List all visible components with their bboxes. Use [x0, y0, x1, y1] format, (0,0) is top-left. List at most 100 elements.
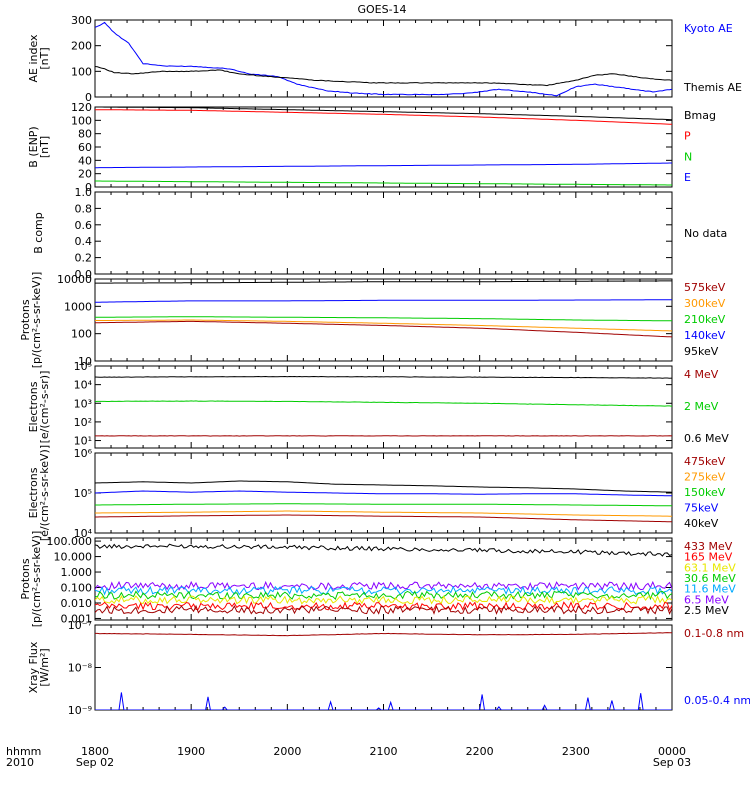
series-electrons2-150kev [95, 503, 672, 507]
series-protons1-210kev [95, 316, 672, 322]
series-benp-bmag [95, 107, 672, 121]
ylabel-line: [p/(cm²-s-sr-keV)] [30, 531, 43, 628]
ytick-label: 10⁻⁹ [68, 704, 92, 717]
series-benp-n [95, 180, 672, 186]
ylabel-line: [p/(cm²-s-sr-keV)] [30, 272, 43, 369]
panel-xray: 10⁻⁹ 10⁻⁸ 10⁻⁷ Xray Flux[W/m²] 0.1-0.8 nm 0.0… [27, 619, 750, 717]
ytick-label: 300 [71, 14, 92, 27]
legend-140kev: 140keV [684, 329, 726, 342]
legend-63-1-mev: 63.1 MeV [684, 561, 736, 574]
legend-themis-ae: Themis AE [683, 81, 742, 94]
ylabel: AE index[nT] [27, 34, 51, 83]
series-electrons2-40kev [95, 480, 672, 493]
ytick-label: 1000 [64, 300, 92, 313]
legend-6-5-mev: 6.5 MeV [684, 593, 729, 606]
ytick-label: 200 [71, 40, 92, 53]
ylabel-line: [nT] [38, 47, 51, 69]
ytick-label: 120 [71, 101, 92, 114]
ytick-label: 20 [78, 168, 92, 181]
ytick-label: 100 [71, 65, 92, 78]
ytick-label: 0.001 [61, 612, 93, 625]
ytick-label: 0.010 [61, 597, 93, 610]
ytick-label: 10.000 [54, 551, 93, 564]
ylabel-line: [e/(cm²-s-sr)] [38, 371, 51, 444]
series-protons2-433-mev [95, 604, 672, 615]
ytick-label: 40 [78, 154, 92, 167]
legend-p: P [684, 130, 691, 143]
xtick-label-time: 2100 [370, 745, 398, 758]
series-benp-e [95, 162, 672, 169]
ylabel-line: AE index [27, 34, 40, 83]
ylabel: Xray Flux[W/m²] [27, 641, 51, 693]
ytick-label: 10 [78, 355, 92, 368]
xtick-label-date: Sep 03 [653, 756, 691, 769]
panel-protons2: 0.001 0.010 0.100 1.000 10.000 100.000 Protons… [19, 531, 736, 628]
ytick-label: 10¹ [74, 435, 92, 448]
xtick-label-time: 2200 [466, 745, 494, 758]
panel-electrons2: 10⁴ 10⁵ 10⁶ Electrons[e/(cm²-s-sr-keV)] 475k… [27, 445, 726, 541]
ylabel-line: Electrons [27, 381, 40, 432]
legend-2-5-mev: 2.5 MeV [684, 604, 729, 617]
ytick-label: 10³ [74, 397, 92, 410]
ytick-label: 10⁻⁷ [68, 619, 92, 632]
time-axis-label-hhmm: hhmm [6, 745, 41, 758]
series-benp-p [95, 109, 672, 125]
panel-frame [94, 624, 673, 711]
ytick-label: 80 [78, 128, 92, 141]
time-axis-label-year: 2010 [6, 756, 34, 769]
series-protons2-6-5-mev [95, 580, 672, 591]
panel-ae: 0 100 200 300 AE index[nT] Kyoto AE Themis AE [27, 14, 742, 104]
xtick-label-time: 1900 [177, 745, 205, 758]
xtick-label-time: 2000 [273, 745, 301, 758]
ytick-label: 10⁶ [74, 447, 93, 460]
panel-frame [94, 106, 673, 188]
ylabel-line: [nT] [38, 136, 51, 158]
ytick-label: 0 [85, 181, 92, 194]
legend-150kev: 150keV [684, 486, 726, 499]
panel-frame [94, 191, 673, 275]
ytick-label: 100.000 [47, 535, 93, 548]
legend-no-data: No data [684, 227, 727, 240]
ylabel: Electrons[e/(cm²-s-sr-keV)] [27, 445, 51, 541]
xtick-label-date: Sep 02 [76, 756, 114, 769]
xtick-label-time: 1800 [81, 745, 109, 758]
series-ae-themis-ae [95, 66, 672, 87]
panel-protons1: 10 100 1000 10000 Protons[p/(cm²-s-sr-keV)] 5… [19, 272, 726, 369]
ylabel-line: B comp [32, 212, 45, 254]
ytick-label: 0.8 [75, 202, 93, 215]
xtick-label-time: 0000 [658, 745, 686, 758]
series-protons1-140kev [95, 299, 672, 303]
legend-2-mev: 2 MeV [684, 400, 719, 413]
ytick-label: 10⁴ [74, 379, 93, 392]
legend-75kev: 75keV [684, 502, 719, 515]
ytick-label: 0.0 [75, 268, 93, 281]
series-protons2-63-1-mev [95, 594, 672, 605]
panel-frame [94, 452, 673, 534]
series-electrons1-2-mev [95, 400, 672, 407]
ytick-label: 10⁵ [74, 487, 92, 500]
series-protons2-30-6-mev [95, 590, 672, 601]
ytick-label: 0 [85, 91, 92, 104]
ytick-label: 0.2 [75, 252, 93, 265]
ytick-label: 100 [71, 114, 92, 127]
legend-n: N [684, 150, 692, 163]
ytick-label: 0.6 [75, 219, 93, 232]
chart-title: GOES-14 [357, 3, 406, 16]
ytick-label: 60 [78, 141, 92, 154]
ylabel-line: Xray Flux [27, 641, 40, 693]
legend-475kev: 475keV [684, 455, 726, 468]
ylabel-line: Protons [19, 299, 32, 340]
legend-95kev: 95keV [684, 345, 719, 358]
legend-210kev: 210keV [684, 313, 726, 326]
ytick-label: 10⁵ [74, 360, 92, 373]
ylabel-line: B (ENP) [27, 126, 40, 167]
xtick-label-time: 2300 [562, 745, 590, 758]
ytick-label: 1.0 [75, 186, 93, 199]
ytick-label: 0.4 [75, 235, 93, 248]
legend-bmag: Bmag [684, 109, 716, 122]
panel-bcomp: 0.0 0.2 0.4 0.6 0.8 1.0 B comp No data [32, 186, 727, 281]
legend-575kev: 575keV [684, 281, 726, 294]
